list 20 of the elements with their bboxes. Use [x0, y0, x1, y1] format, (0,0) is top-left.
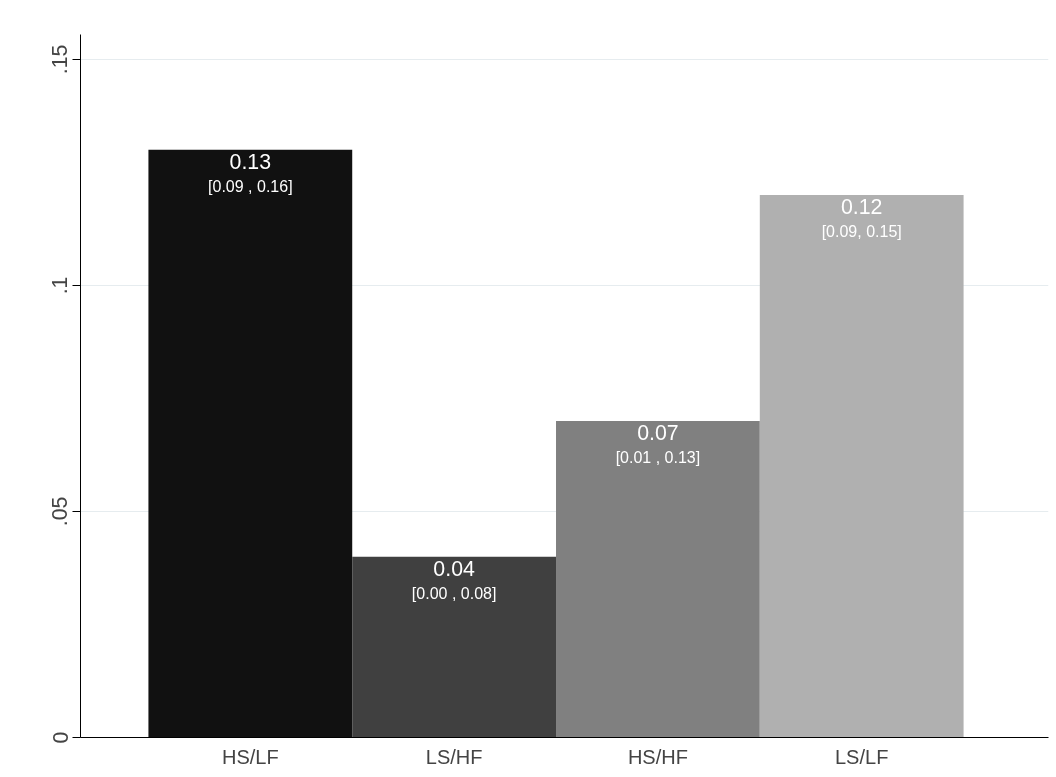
data-label: 0.04	[433, 556, 476, 581]
data-label: 0.12	[840, 194, 883, 219]
data-label: 0.07	[637, 421, 679, 446]
annotation: [0.09, 0.15]	[821, 222, 902, 240]
bar	[556, 421, 760, 738]
annotation: [0.09 , 0.16]	[208, 177, 293, 195]
bar	[352, 556, 557, 738]
y-tick-label: 0	[48, 731, 73, 744]
y-tick-label: .15	[48, 44, 73, 75]
x-tick-label: HS/LF	[221, 745, 279, 768]
y-tick-label: .05	[48, 496, 73, 527]
y-tick-label: .1	[48, 276, 73, 295]
x-tick-label: LS/HF	[425, 745, 483, 768]
bar	[759, 194, 964, 738]
annotation: [0.01 , 0.13]	[615, 449, 701, 467]
bar	[148, 149, 353, 738]
annotation: [0.00 , 0.08]	[411, 584, 497, 602]
x-tick-label: LS/LF	[835, 745, 889, 768]
x-tick-label: HS/HF	[627, 745, 688, 768]
data-label: 0.13	[229, 149, 272, 174]
